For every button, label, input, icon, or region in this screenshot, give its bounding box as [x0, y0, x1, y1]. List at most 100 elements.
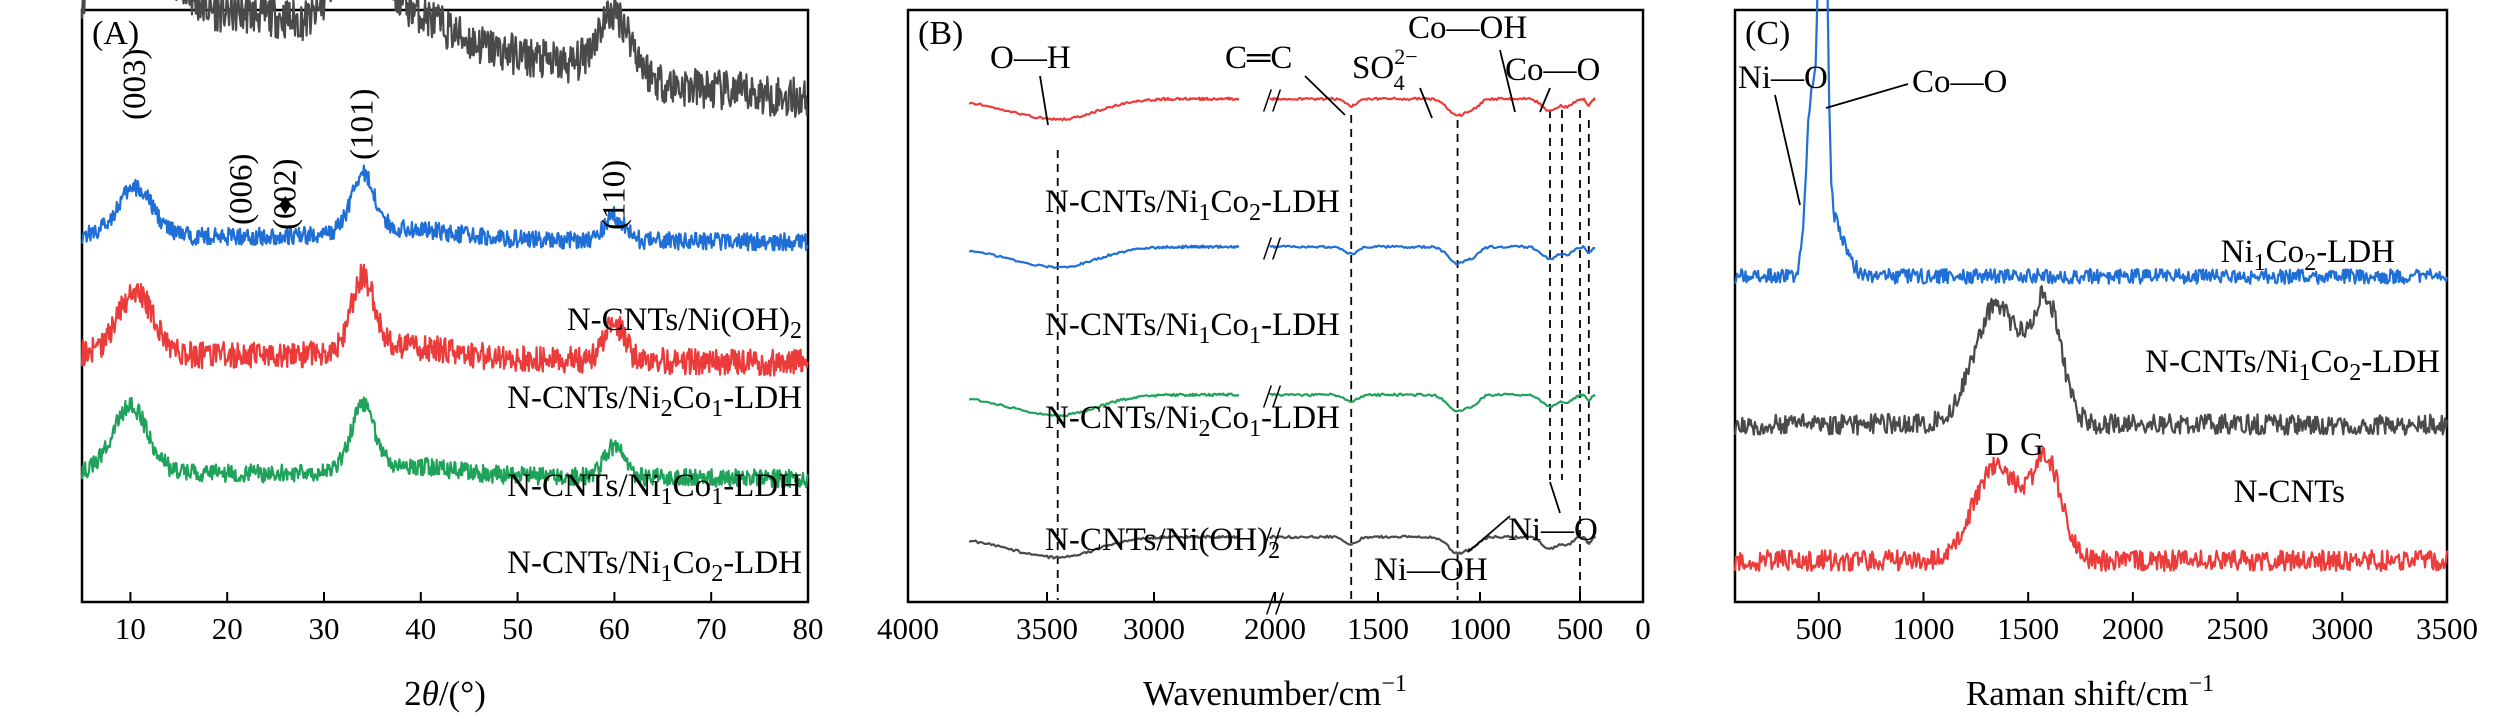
- panel-b-leader: [1419, 87, 1433, 119]
- panel-b-x-axis-label: Wavenumber/cm−1: [1143, 671, 1407, 713]
- label-part: N-CNTs/Ni: [507, 468, 661, 504]
- label-part: N-CNTs: [2234, 474, 2345, 510]
- panel-b-series-2-left: [968, 244, 1240, 269]
- panel-a-tick-label: 40: [405, 611, 436, 646]
- panel-c-leader: [1825, 83, 1909, 109]
- panel-b-tick-label: 1000: [1449, 611, 1511, 646]
- label-part: 1: [1199, 200, 1211, 226]
- panel-b-leader: [1467, 515, 1511, 553]
- panel-b-series-labels: N-CNTs/Ni1Co2-LDHN-CNTs/Ni1Co1-LDHN-CNTs…: [1045, 184, 1340, 564]
- label-part: N-CNTs/Ni: [507, 545, 661, 581]
- label-part: Co: [673, 380, 712, 416]
- panel-b-tick-label: 0: [1635, 611, 1651, 646]
- panel-b-band-label-oh: O—H: [990, 40, 1071, 76]
- label-part: Co: [1211, 184, 1250, 220]
- label-part: 2: [1268, 538, 1280, 564]
- panel-c-series-3: [1733, 446, 2449, 573]
- panel-c-series-1: [1733, 0, 2449, 285]
- panel-b: (B) // //////// 4000 3500 3000 2000 1500 1000…: [877, 8, 1651, 713]
- panel-b-series-label-1: N-CNTs/Ni1Co2-LDH: [1045, 184, 1340, 226]
- panel-c-tick-label: 3500: [2416, 611, 2478, 646]
- panel-b-label: (B): [918, 15, 963, 52]
- panel-c-series-label-2: N-CNTs/Ni1Co2-LDH: [2145, 344, 2440, 386]
- label-part: SO: [1352, 50, 1394, 86]
- panel-c: (C) 500 1000 1500 2000 2500 3000 3500 Ni—O Co—O…: [1733, 0, 2478, 713]
- panel-b-band-label-nio: Ni—O: [1508, 512, 1598, 548]
- label-part: 1: [661, 484, 673, 510]
- panel-c-tick-label: 500: [1796, 611, 1843, 646]
- panel-c-tick-label: 3000: [2311, 611, 2373, 646]
- panel-c-x-axis-label: Raman shift/cm−1: [1966, 671, 2214, 713]
- panel-b-series-2-right: [1269, 244, 1596, 266]
- panel-a-peak-label: (002): [267, 159, 303, 230]
- label-part: 1: [711, 396, 723, 422]
- panel-b-series-label-4: N-CNTs/Ni(OH)2: [1045, 522, 1280, 564]
- label-part: -LDH: [723, 468, 802, 504]
- panel-b-band-label-so4: SO2− 4: [1352, 44, 1418, 95]
- panel-b-band-label-cooh: Co—OH: [1408, 10, 1527, 46]
- panel-b-x-ticks: 4000 3500 3000 2000 1500 1000 500 0: [877, 592, 1651, 646]
- panel-b-tick-label: 500: [1557, 611, 1604, 646]
- label-part: -LDH: [723, 545, 802, 581]
- label-part: 2: [790, 318, 802, 344]
- label-part: N-CNTs/Ni(OH): [567, 302, 790, 338]
- panel-c-tick-label: 1000: [1892, 611, 1954, 646]
- panel-b-series-4-left: [968, 534, 1240, 560]
- panel-a-series-3: [80, 263, 809, 377]
- panel-a-peak-label: (006): [224, 154, 260, 225]
- panel-a-x-ticks: 10 20 30 40 50 60 70 80: [115, 592, 824, 646]
- label-part: Co: [673, 468, 712, 504]
- panel-a-diamond-marker: [279, 196, 292, 214]
- label-part: 4: [1394, 70, 1405, 95]
- panel-c-series-group: [1733, 0, 2449, 573]
- label-part: Ni: [2221, 234, 2254, 270]
- panel-b-axis-break-mark: //: [1263, 231, 1282, 267]
- label-part: 2−: [1394, 44, 1417, 69]
- label-part: N-CNTs/Ni: [1045, 400, 1199, 436]
- label-part: -LDH: [723, 380, 802, 416]
- panel-b-leader: [1549, 481, 1561, 514]
- label-part: 1: [1249, 323, 1261, 349]
- label-part: -LDH: [1261, 184, 1340, 220]
- panel-c-series-2: [1733, 285, 2449, 436]
- panel-b-series-4-right: [1268, 534, 1597, 556]
- label-part: -LDH: [1261, 400, 1340, 436]
- panel-c-label: (C): [1745, 15, 1790, 52]
- label-part: N-CNTs/Ni: [507, 380, 661, 416]
- panel-b-band-labels: O—H C═C SO2− 4Co—OH Co—O Ni—O Ni—OH: [990, 10, 1600, 588]
- panel-b-axis-break-mark: //: [1263, 83, 1282, 119]
- panel-b-leader: [1304, 75, 1346, 116]
- label-part: 1: [661, 561, 673, 587]
- panel-b-series-label-2: N-CNTs/Ni1Co1-LDH: [1045, 307, 1340, 349]
- panel-a-series-labels: N-CNTs/Ni(OH)2N-CNTs/Ni2Co1-LDHN-CNTs/Ni…: [507, 302, 802, 587]
- panel-b-series-3-left: [968, 392, 1240, 418]
- label-part: -LDH: [2316, 234, 2395, 270]
- label-part: N-CNTs/Ni: [1045, 307, 1199, 343]
- panel-a-peak-label: (101): [345, 89, 381, 160]
- panel-a-series-label-4: N-CNTs/Ni1Co2-LDH: [507, 545, 802, 587]
- label-part: N-CNTs/Ni: [1045, 184, 1199, 220]
- panel-a-series-2: [80, 164, 809, 252]
- panel-c-tick-label: 2500: [2207, 611, 2269, 646]
- panel-c-tick-label: 1500: [1997, 611, 2059, 646]
- label-part: -LDH: [2361, 344, 2440, 380]
- panel-a-series-label-3: N-CNTs/Ni1Co1-LDH: [507, 468, 802, 510]
- panel-b-band-markers: //: [1056, 110, 1590, 622]
- panel-c-annotation-nio: Ni—O: [1738, 60, 1828, 96]
- label-part: N-CNTs/Ni(OH): [1045, 522, 1268, 558]
- panel-c-annotation-d: D: [1985, 427, 2009, 463]
- panel-b-series-label-3: N-CNTs/Ni2Co1-LDH: [1045, 400, 1340, 442]
- label-part: 1: [1249, 416, 1261, 442]
- panel-a-series-label-2: N-CNTs/Ni2Co1-LDH: [507, 380, 802, 422]
- label-part: 2: [661, 396, 673, 422]
- panel-b-leader: [1039, 75, 1049, 126]
- panel-c-series-label-3: N-CNTs: [2234, 474, 2345, 510]
- label-part: N-CNTs/Ni: [2145, 344, 2299, 380]
- panel-a-peak-label: (110): [596, 160, 632, 230]
- panel-b-band-label-cc: C═C: [1225, 40, 1292, 76]
- panel-a-tick-label: 30: [309, 611, 340, 646]
- panel-c-annotation-coo: Co—O: [1912, 64, 2007, 100]
- panel-b-leader: [1499, 49, 1516, 113]
- panel-a: (A) 10 20 30 40 50 60 70 80 (003) (006) (002) (101…: [80, 0, 824, 713]
- panel-c-plot-frame: [1733, 8, 2449, 604]
